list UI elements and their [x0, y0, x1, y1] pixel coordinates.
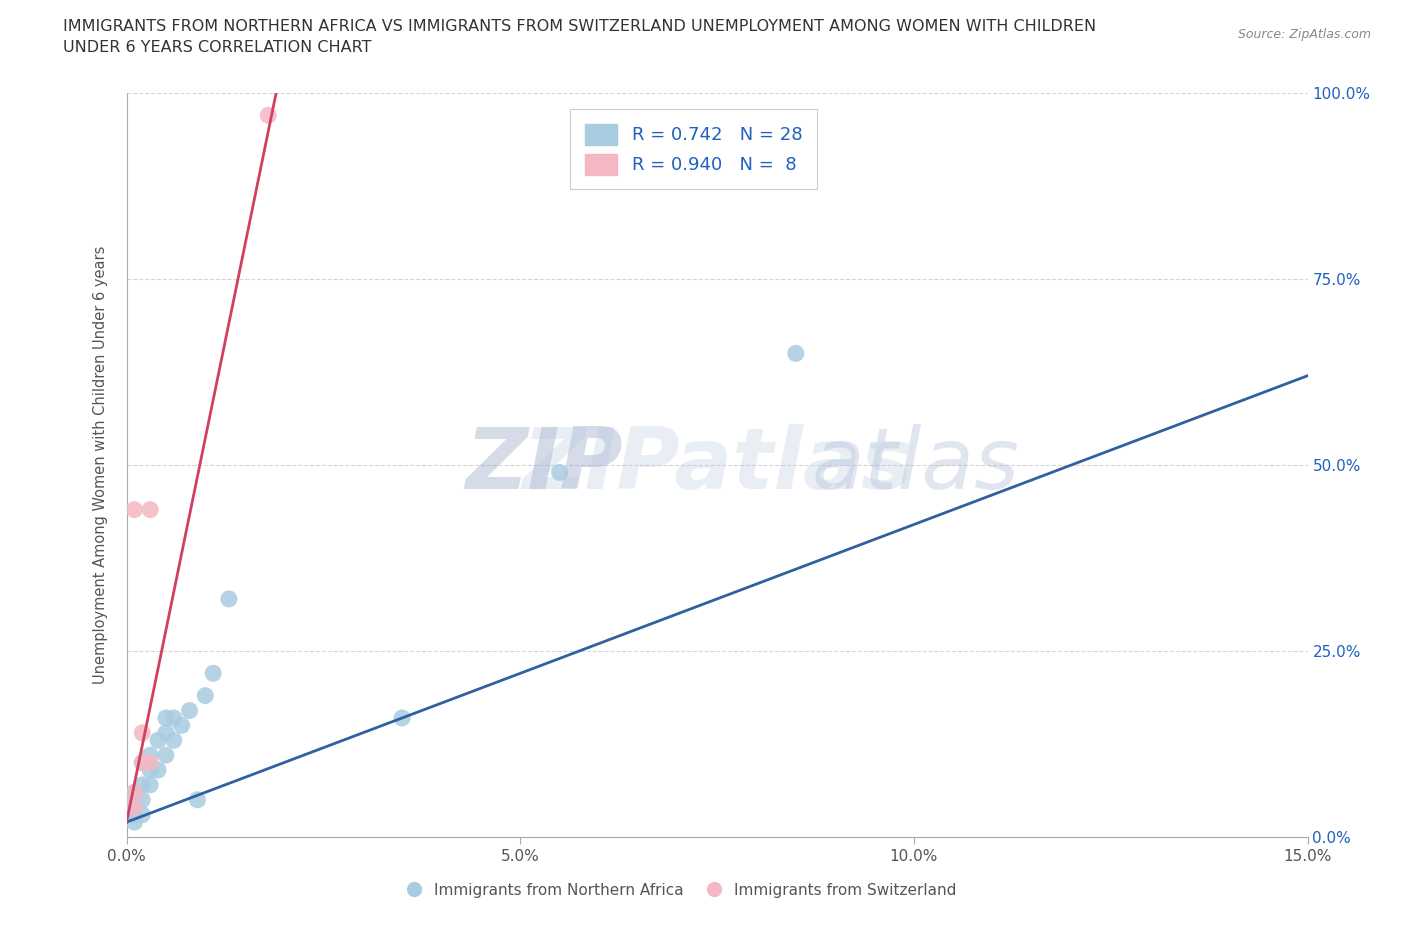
Point [131, 755, 153, 770]
Text: ZIP: ZIP [465, 423, 623, 507]
Point [131, 755, 153, 770]
Point [186, 792, 208, 807]
Point [257, 108, 280, 123]
Point [202, 666, 225, 681]
Point [124, 800, 146, 815]
Text: IMMIGRANTS FROM NORTHERN AFRICA VS IMMIGRANTS FROM SWITZERLAND UNEMPLOYMENT AMON: IMMIGRANTS FROM NORTHERN AFRICA VS IMMIG… [63, 19, 1097, 33]
Point [391, 711, 413, 725]
Text: UNDER 6 YEARS CORRELATION CHART: UNDER 6 YEARS CORRELATION CHART [63, 40, 371, 55]
Text: atlas: atlas [811, 423, 1019, 507]
Point [124, 800, 146, 815]
Point [139, 763, 162, 777]
Point [131, 725, 153, 740]
Point [155, 748, 177, 763]
Point [124, 785, 146, 800]
Point [163, 733, 186, 748]
Point [179, 703, 201, 718]
Point [194, 688, 217, 703]
Point [146, 763, 169, 777]
Point [139, 502, 162, 517]
Point [131, 777, 153, 792]
Point [139, 755, 162, 770]
Point [548, 465, 571, 480]
Point [146, 733, 169, 748]
Point [124, 502, 146, 517]
Legend: Immigrants from Northern Africa, Immigrants from Switzerland: Immigrants from Northern Africa, Immigra… [401, 877, 963, 904]
Point [124, 815, 146, 830]
Point [124, 807, 146, 822]
Point [131, 792, 153, 807]
Point [124, 785, 146, 800]
Point [124, 792, 146, 807]
Point [131, 807, 153, 822]
Point [139, 777, 162, 792]
Y-axis label: Unemployment Among Women with Children Under 6 years: Unemployment Among Women with Children U… [93, 246, 108, 684]
Text: ZIPatlas: ZIPatlas [522, 423, 912, 507]
Point [218, 591, 240, 606]
Text: Source: ZipAtlas.com: Source: ZipAtlas.com [1237, 28, 1371, 41]
Point [155, 725, 177, 740]
Point [170, 718, 193, 733]
Point [139, 748, 162, 763]
Point [785, 346, 807, 361]
Point [163, 711, 186, 725]
Point [155, 711, 177, 725]
